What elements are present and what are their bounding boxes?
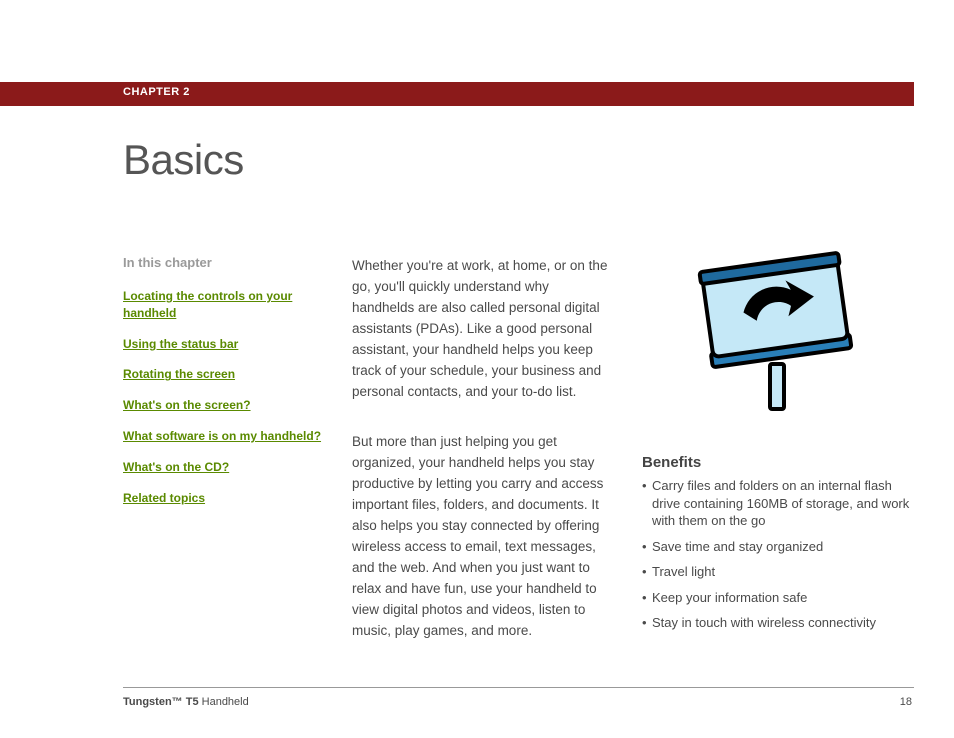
toc-link-software[interactable]: What software is on my handheld?	[123, 428, 323, 445]
toc-link-rotating-screen[interactable]: Rotating the screen	[123, 366, 323, 383]
footer-product-suffix: Handheld	[199, 696, 249, 708]
benefit-item: Travel light	[642, 563, 912, 581]
footer-product: Tungsten™ T5 Handheld	[123, 696, 249, 708]
footer-rule	[123, 687, 914, 688]
footer-product-name: Tungsten™ T5	[123, 696, 199, 708]
toc-link-whats-on-screen[interactable]: What's on the screen?	[123, 397, 323, 414]
body-column: Whether you're at work, at home, or on t…	[352, 256, 614, 672]
benefit-item: Stay in touch with wireless connectivity	[642, 614, 912, 632]
toc-link-cd[interactable]: What's on the CD?	[123, 459, 323, 476]
toc-link-related-topics[interactable]: Related topics	[123, 490, 323, 507]
toc: In this chapter Locating the controls on…	[123, 255, 323, 520]
toc-heading: In this chapter	[123, 255, 323, 270]
benefits-list: Carry files and folders on an internal f…	[642, 477, 912, 632]
benefits-section: Benefits Carry files and folders on an i…	[642, 454, 912, 640]
toc-link-locating-controls[interactable]: Locating the controls on your handheld	[123, 288, 323, 322]
benefit-item: Carry files and folders on an internal f…	[642, 477, 912, 530]
page-number: 18	[900, 696, 912, 708]
sign-arrow-illustration	[686, 244, 866, 419]
page-title: Basics	[123, 136, 244, 184]
intro-paragraph-2: But more than just helping you get organ…	[352, 432, 614, 641]
benefit-item: Keep your information safe	[642, 589, 912, 607]
intro-paragraph-1: Whether you're at work, at home, or on t…	[352, 256, 614, 402]
benefit-item: Save time and stay organized	[642, 538, 912, 556]
chapter-label: CHAPTER 2	[123, 86, 190, 98]
toc-link-status-bar[interactable]: Using the status bar	[123, 336, 323, 353]
benefits-heading: Benefits	[642, 454, 912, 471]
